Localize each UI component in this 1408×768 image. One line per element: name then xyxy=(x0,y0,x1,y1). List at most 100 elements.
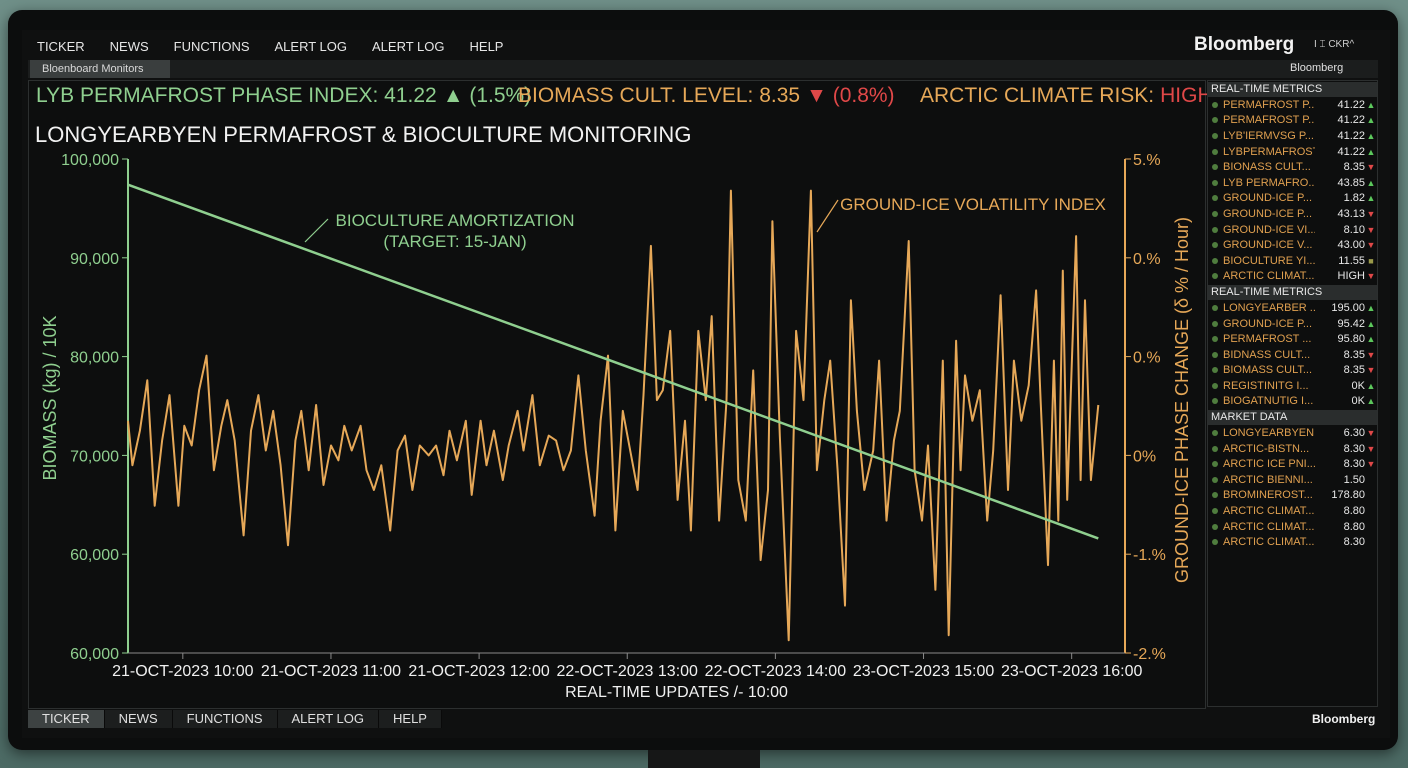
metric-name: BIONASS CULT... xyxy=(1223,161,1311,174)
metric-name: LYB PERMAFRO... xyxy=(1223,176,1315,189)
metric-row[interactable]: GROUND-ICE VI... 8.10 ▼ xyxy=(1208,222,1377,238)
metric-name: GROUND-ICE P... xyxy=(1223,192,1313,205)
metric-row[interactable]: LONGYEARBER ... 195.00 ▲ xyxy=(1208,300,1377,316)
y-tick-label: 60,000 xyxy=(70,646,119,663)
metric-name: LONGYEARBER ... xyxy=(1223,301,1315,314)
metric-direction: ▼ xyxy=(1366,428,1376,439)
metric-row[interactable]: ARCTIC BIENNI... 1.50 xyxy=(1208,472,1377,488)
metric-value: 8.10 xyxy=(1343,223,1365,236)
status-dot xyxy=(1212,382,1218,389)
series-line xyxy=(127,189,1100,642)
metric-row[interactable]: REGISTINITG I... 0K ▲ xyxy=(1208,378,1377,394)
window-controls[interactable]: I ⌶ CKR^ xyxy=(1314,39,1355,50)
y-tick-label: 100,000 xyxy=(61,152,119,169)
metric-value: 11.55 xyxy=(1338,254,1365,267)
metric-direction: ▲ xyxy=(1366,130,1376,141)
metric-direction: ▲ xyxy=(1366,177,1376,188)
metric-row[interactable]: PERMAFROST P... 41.22 ▲ xyxy=(1208,113,1377,129)
menu-item[interactable]: FUNCTIONS xyxy=(173,38,250,54)
x-axis-title: REAL-TIME UPDATES /- 10:00 xyxy=(565,684,788,701)
metric-row[interactable]: ARCTIC CLIMAT... HIGH ▼ xyxy=(1208,269,1377,285)
metric-value: 8.35 xyxy=(1343,161,1365,174)
y2-axis-title: GROUND-ICE PHASE CHANGE (δ % / Hour) xyxy=(1172,217,1192,583)
metric-row[interactable]: ARCTIC-BISTN... 8.30 ▼ xyxy=(1208,441,1377,457)
metric-name: LYB'IERMVSG P... xyxy=(1223,129,1314,142)
ticker-item: ARCTIC CLIMATE RISK: HIGH xyxy=(920,84,1213,108)
status-dot xyxy=(1212,461,1218,468)
x-tick-label: 21-OCT-2023 11:00 xyxy=(261,663,401,680)
menu-bar: TICKER NEWS FUNCTIONS ALERT LOG ALERT LOG HEL… xyxy=(22,34,513,58)
metric-row[interactable]: ARCTIC CLIMAT... 8.30 xyxy=(1208,534,1377,550)
y2-tick-label: 0.% xyxy=(1133,350,1161,367)
metric-direction: ▲ xyxy=(1366,318,1376,329)
metric-row[interactable]: BIOCULTURE YI... 11.55 ■ xyxy=(1208,253,1377,269)
footer-tab[interactable]: NEWS xyxy=(104,710,173,728)
metric-name: LONGYEARBYEN... xyxy=(1223,427,1315,440)
x-tick-label: 21-OCT-2023 12:00 xyxy=(408,663,550,680)
metric-row[interactable]: ARCTIC CLIMAT... 8.80 xyxy=(1208,519,1377,535)
metric-name: ARCTIC CLIMAT... xyxy=(1223,536,1315,549)
status-dot xyxy=(1212,226,1218,233)
metric-value: 0K xyxy=(1351,379,1365,392)
metric-value: 95.80 xyxy=(1337,333,1365,346)
footer-tab[interactable]: HELP xyxy=(379,710,442,728)
metric-row[interactable]: PERMAFROST ... 95.80 ▲ xyxy=(1208,331,1377,347)
metric-name: BIOMASS CULT... xyxy=(1223,364,1313,377)
status-dot xyxy=(1212,179,1218,186)
footer-tab[interactable]: TICKER xyxy=(28,710,105,728)
metric-row[interactable]: ARCTIC ICE PNI... 8.30 ▼ xyxy=(1208,456,1377,472)
metric-row[interactable]: BROMINEROST... 178.80 xyxy=(1208,488,1377,504)
metric-row[interactable]: GROUND-ICE P... 95.42 ▲ xyxy=(1208,316,1377,332)
metric-row[interactable]: BIONASS CULT... 8.35 ▼ xyxy=(1208,159,1377,175)
metric-row[interactable]: ARCTIC CLIMAT... 8.80 xyxy=(1208,503,1377,519)
y-tick-label: 80,000 xyxy=(70,350,119,367)
footer-tabs: TICKER NEWS FUNCTIONS ALERT LOG HELP xyxy=(28,710,442,728)
metric-value: 8.30 xyxy=(1343,442,1365,455)
ticker-label: LYB PERMAFROST PHASE INDEX: 41.22 xyxy=(36,84,437,107)
metric-direction: ▼ xyxy=(1366,443,1376,454)
metric-row[interactable]: LYBPERMAFROST 41.22 ▲ xyxy=(1208,144,1377,160)
ticker-change: ▼ (0.8%) xyxy=(806,84,895,107)
status-dot xyxy=(1212,195,1218,202)
menu-item[interactable]: ALERT LOG xyxy=(372,38,445,54)
menu-item[interactable]: HELP xyxy=(469,38,504,54)
metric-row[interactable]: GROUND-ICE P... 43.13 ▼ xyxy=(1208,206,1377,222)
metric-value: 8.80 xyxy=(1343,505,1365,518)
metric-value: 41.22 xyxy=(1337,145,1365,158)
series-annotation: GROUND-ICE VOLATILITY INDEX xyxy=(840,195,1106,214)
status-dot xyxy=(1212,210,1218,217)
y2-tick-label: 5.% xyxy=(1133,152,1161,169)
y-tick-label: 70,000 xyxy=(70,448,119,465)
metric-value: 0K xyxy=(1351,395,1365,408)
metric-name: GROUND-ICE V... xyxy=(1223,239,1313,252)
y2-tick-label: -1.% xyxy=(1133,547,1166,564)
metric-direction: ▲ xyxy=(1366,115,1376,126)
menu-item[interactable]: TICKER xyxy=(37,38,85,54)
metric-row[interactable]: BIOGATNUTIG I... 0K ▲ xyxy=(1208,394,1377,410)
metric-row[interactable]: PERMAFROST P... 41.22 ▲ xyxy=(1208,97,1377,113)
footer-tab[interactable]: ALERT LOG xyxy=(277,710,380,728)
metric-name: BROMINEROST... xyxy=(1223,489,1313,502)
menu-item[interactable]: NEWS xyxy=(109,38,149,54)
x-tick-label: 23-OCT-2023 15:00 xyxy=(853,663,995,680)
metric-row[interactable]: LYB PERMAFRO... 43.85 ▲ xyxy=(1208,175,1377,191)
series-line xyxy=(127,183,1099,540)
metric-row[interactable]: BIDNASS CULT... 8.35 ▼ xyxy=(1208,347,1377,363)
metric-value: 8.30 xyxy=(1343,536,1365,549)
metric-name: ARCTIC-BISTN... xyxy=(1223,442,1310,455)
footer-tab[interactable]: FUNCTIONS xyxy=(172,710,278,728)
metric-direction: ▼ xyxy=(1366,162,1376,173)
ticker-change: HIGH xyxy=(1160,84,1213,107)
metric-row[interactable]: LONGYEARBYEN... 6.30 ▼ xyxy=(1208,425,1377,441)
status-dot xyxy=(1212,320,1218,327)
metric-row[interactable]: BIOMASS CULT... 8.35 ▼ xyxy=(1208,363,1377,379)
metric-row[interactable]: LYB'IERMVSG P... 41.22 ▲ xyxy=(1208,128,1377,144)
metric-direction: ▲ xyxy=(1366,334,1376,345)
metric-row[interactable]: GROUND-ICE P... 1.82 ▲ xyxy=(1208,191,1377,207)
x-tick-label: 23-OCT-2023 16:00 xyxy=(1001,663,1143,680)
tab[interactable]: Bloenboard Monitors xyxy=(30,60,170,78)
metric-row[interactable]: GROUND-ICE V... 43.00 ▼ xyxy=(1208,237,1377,253)
metric-name: GROUND-ICE P... xyxy=(1223,207,1313,220)
x-tick-label: 22-OCT-2023 14:00 xyxy=(705,663,847,680)
menu-item[interactable]: ALERT LOG xyxy=(274,38,348,54)
